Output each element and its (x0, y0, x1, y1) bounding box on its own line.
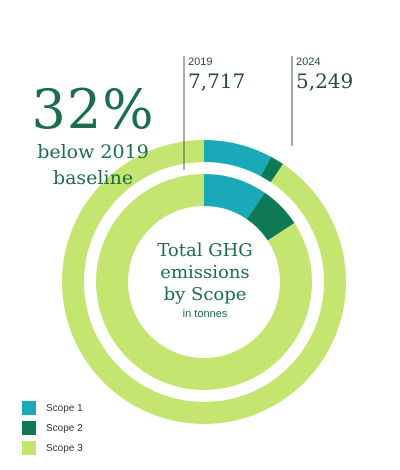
legend-swatch-scope2 (22, 421, 36, 435)
legend-label-scope3: Scope 3 (46, 442, 83, 454)
year-2024-total: 5,249 (296, 69, 354, 93)
legend-item-scope2: Scope 2 (22, 418, 83, 438)
center-title-line2: emissions (160, 262, 250, 283)
center-title-unit: in tonnes (182, 308, 228, 320)
reduction-percent: 32% (31, 78, 155, 141)
ring-2024-scope2-segment (246, 192, 295, 241)
reduction-caption-line2: baseline (52, 167, 134, 189)
legend-label-scope1: Scope 1 (46, 402, 83, 414)
ring-2019-scope1-segment (204, 140, 272, 177)
legend-swatch-scope3 (22, 441, 36, 455)
legend-item-scope3: Scope 3 (22, 438, 83, 458)
reduction-caption-line1: below 2019 (37, 141, 149, 163)
ring-2024-scope1-segment (204, 174, 265, 220)
year-2024-label: 2024 (296, 56, 321, 68)
year-2019-block: 2019 7,717 (188, 56, 245, 93)
legend-item-scope1: Scope 1 (22, 398, 83, 418)
year-2019-total: 7,717 (188, 69, 246, 93)
legend-swatch-scope1 (22, 401, 36, 415)
center-title-line1: Total GHG (157, 240, 253, 261)
headline: 32% below 2019 baseline (18, 82, 168, 190)
legend-label-scope2: Scope 2 (46, 422, 83, 434)
chart-center-title: Total GHG emissions by Scope in tonnes (145, 240, 265, 321)
ring-2024-scope3-segment (96, 174, 313, 390)
rings-layer (61, 140, 347, 424)
ring-2019-scope2-segment (260, 156, 284, 183)
year-2024-block: 2024 5,249 (296, 56, 353, 93)
legend: Scope 1 Scope 2 Scope 3 (22, 398, 83, 458)
center-title-line3: by Scope (163, 284, 247, 305)
year-2019-label: 2019 (188, 56, 213, 68)
